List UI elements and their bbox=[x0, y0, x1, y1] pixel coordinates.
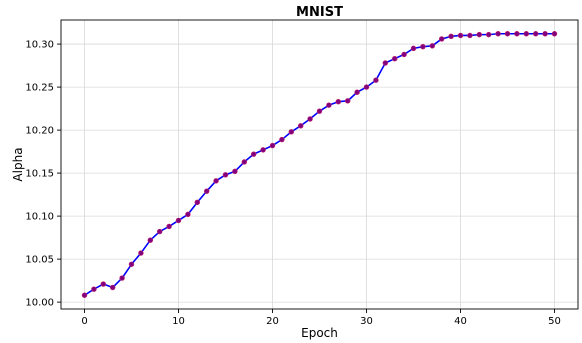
data-point bbox=[260, 147, 266, 153]
y-tick-label: 10.25 bbox=[25, 83, 54, 94]
data-point bbox=[429, 43, 435, 49]
data-point bbox=[279, 136, 285, 143]
data-point bbox=[551, 31, 558, 37]
data-point bbox=[147, 237, 154, 243]
data-point bbox=[495, 31, 501, 37]
data-point bbox=[467, 32, 473, 39]
chart-title: MNIST bbox=[296, 5, 343, 20]
y-tick-label: 10.00 bbox=[25, 298, 54, 309]
data-point bbox=[514, 31, 520, 37]
series-line bbox=[84, 32, 555, 296]
data-point bbox=[298, 123, 304, 129]
data-point bbox=[335, 99, 341, 105]
data-point bbox=[476, 31, 482, 38]
data-point bbox=[119, 275, 125, 281]
data-point bbox=[504, 31, 511, 37]
data-point bbox=[401, 51, 407, 58]
plot-frame bbox=[60, 19, 579, 310]
data-point bbox=[382, 60, 388, 66]
x-tick-label: 50 bbox=[548, 316, 561, 327]
data-point bbox=[269, 142, 276, 149]
data-point bbox=[166, 223, 172, 230]
data-point bbox=[288, 129, 294, 135]
data-point bbox=[185, 211, 191, 218]
data-point bbox=[373, 77, 379, 83]
data-point bbox=[175, 217, 182, 224]
data-point bbox=[345, 98, 351, 104]
data-point bbox=[542, 31, 548, 37]
data-point bbox=[232, 168, 238, 175]
data-point bbox=[316, 108, 323, 114]
y-tick-label: 10.20 bbox=[25, 126, 54, 137]
data-point bbox=[81, 292, 88, 298]
data-point bbox=[213, 178, 219, 184]
x-tick-label: 0 bbox=[81, 316, 87, 327]
data-point bbox=[363, 84, 370, 90]
y-tick-label: 10.30 bbox=[25, 40, 54, 51]
data-point bbox=[523, 31, 529, 37]
data-point bbox=[392, 56, 398, 62]
data-point bbox=[157, 228, 163, 235]
x-tick-label: 10 bbox=[172, 316, 185, 327]
data-point bbox=[100, 281, 107, 287]
ticks-layer: 0 10 20 30 40 50 10.00 10.05 10.10 10.15 10.20 10.2… bbox=[25, 40, 561, 327]
x-tick-label: 40 bbox=[454, 316, 467, 327]
data-point bbox=[532, 31, 539, 37]
x-tick-label: 30 bbox=[360, 316, 373, 327]
y-tick-label: 10.05 bbox=[25, 255, 54, 266]
y-axis-label: Alpha bbox=[11, 147, 25, 181]
grid-layer bbox=[61, 20, 578, 309]
data-point bbox=[138, 250, 144, 256]
data-point bbox=[109, 284, 116, 291]
data-point bbox=[128, 261, 135, 267]
data-point bbox=[307, 116, 313, 122]
data-point bbox=[439, 36, 445, 42]
data-point bbox=[486, 31, 492, 38]
data-point bbox=[420, 43, 426, 50]
data-point bbox=[410, 45, 417, 52]
data-point bbox=[457, 32, 464, 39]
data-point bbox=[91, 286, 97, 292]
data-point bbox=[251, 151, 257, 157]
data-point bbox=[194, 199, 201, 206]
x-tick-label: 20 bbox=[266, 316, 279, 327]
y-tick-label: 10.15 bbox=[25, 169, 54, 180]
data-point bbox=[241, 159, 248, 165]
data-point bbox=[222, 172, 229, 178]
x-axis-label: Epoch bbox=[301, 326, 338, 340]
data-point bbox=[204, 188, 210, 194]
data-point bbox=[448, 33, 454, 40]
y-tick-label: 10.10 bbox=[25, 212, 54, 223]
data-point bbox=[326, 102, 332, 108]
series-layer bbox=[81, 31, 558, 298]
data-point bbox=[354, 89, 360, 95]
